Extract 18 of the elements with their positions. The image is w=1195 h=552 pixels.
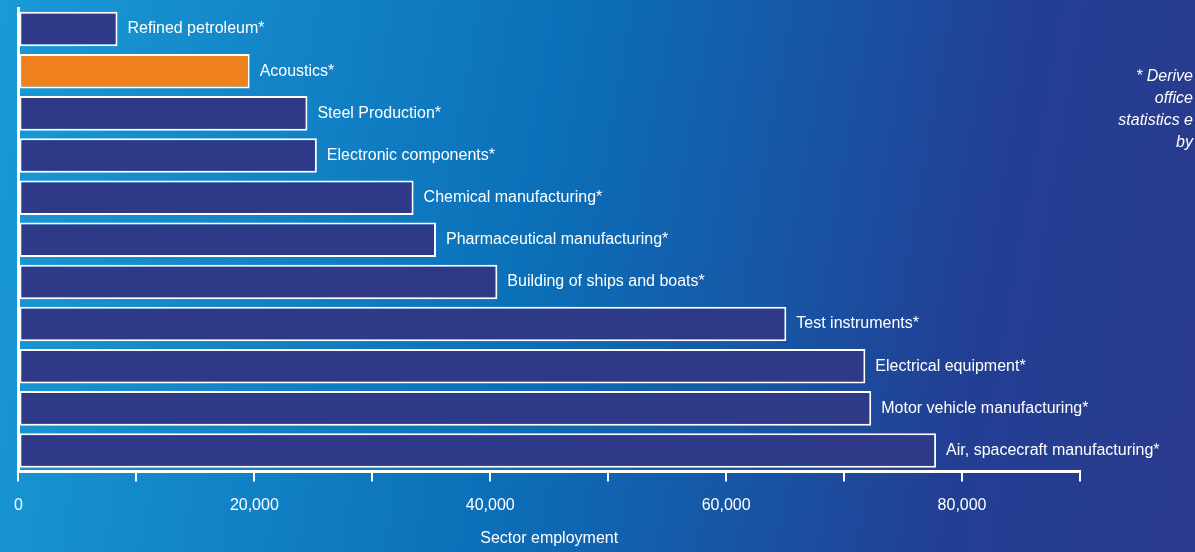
x-tick-label: 20,000	[229, 495, 279, 513]
y-tick-label: Chemical manufacturing*	[423, 188, 603, 206]
y-tick-label: Pharmaceutical manufacturing*	[445, 230, 669, 248]
y-tick-label: Steel Production*	[317, 103, 442, 121]
y-tick-label: Refined petroleum*	[127, 19, 265, 37]
y-tick-label: Air, spacecraft manufacturing*	[946, 440, 1160, 458]
y-tick-label: Test instruments*	[796, 314, 920, 332]
y-tick-label: Motor vehicle manufacturing*	[881, 398, 1089, 416]
x-tick-label: 40,000	[465, 495, 515, 513]
y-tick-label: Electronic components*	[326, 145, 495, 163]
y-tick-label: Building of ships and boats*	[507, 272, 705, 290]
x-tick-label: 0	[14, 495, 23, 513]
y-tick-label: Acoustics*	[259, 61, 335, 79]
x-tick-label: 60,000	[701, 495, 751, 513]
x-tick-label: 80,000	[937, 495, 987, 513]
y-tick-label: Electrical equipment*	[875, 356, 1026, 374]
text: * Derive office statistics e by	[1118, 67, 1194, 151]
x-axis-title: Sector employment	[480, 528, 619, 546]
